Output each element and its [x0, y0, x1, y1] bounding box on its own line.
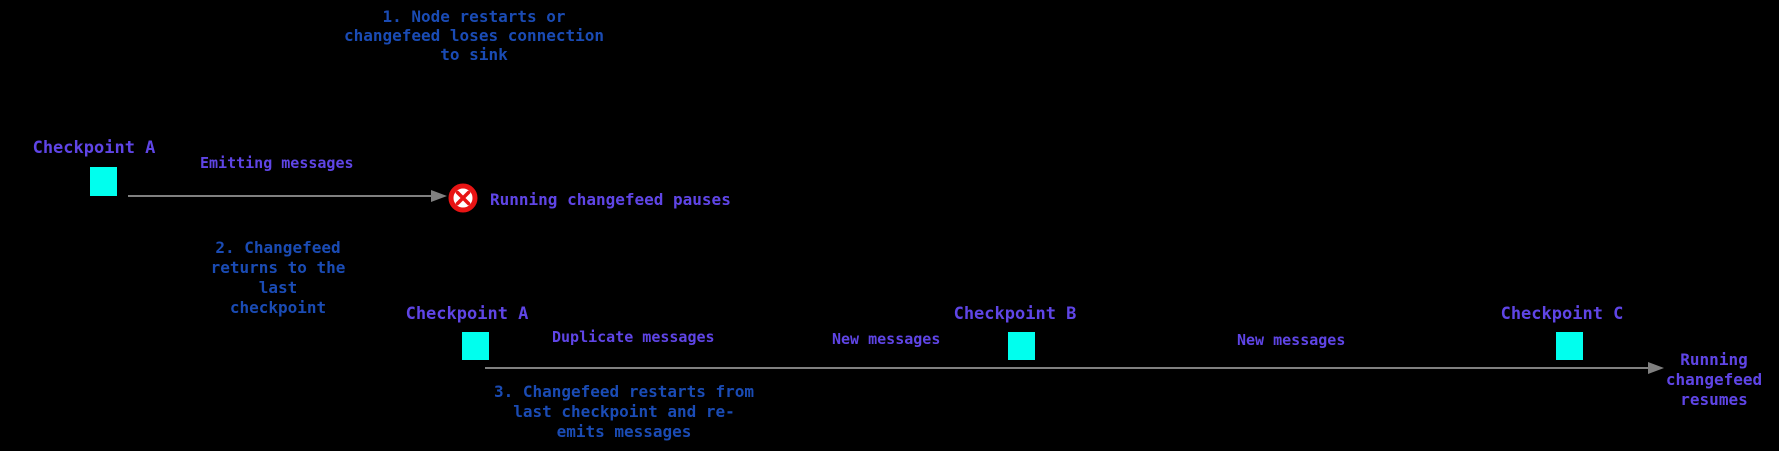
- timeline1-arrow-line: [128, 195, 433, 197]
- duplicate-messages-label: Duplicate messages: [552, 328, 715, 346]
- timeline1-arrowhead-icon: [431, 190, 447, 202]
- checkpoint-b-marker: [1008, 332, 1035, 360]
- checkpoint-a-label-timeline2: Checkpoint A: [405, 304, 529, 324]
- checkpoint-c-label: Checkpoint C: [1500, 304, 1624, 324]
- new-messages-label-1: New messages: [832, 330, 941, 348]
- step1-annotation: 1. Node restarts or changefeed loses con…: [343, 7, 605, 64]
- step2-annotation: 2. Changefeed returns to the last checkp…: [210, 238, 346, 317]
- checkpoint-a-marker-timeline1: [90, 167, 117, 196]
- checkpoint-b-label: Checkpoint B: [953, 304, 1077, 324]
- new-messages-label-2: New messages: [1237, 331, 1346, 349]
- running-changefeed-pauses-label: Running changefeed pauses: [490, 190, 731, 209]
- step3-annotation: 3. Changefeed restarts from last checkpo…: [493, 382, 755, 441]
- checkpoint-c-marker: [1556, 332, 1583, 360]
- checkpoint-a-label-timeline1: Checkpoint A: [32, 138, 156, 158]
- checkpoint-a-marker-timeline2: [462, 332, 489, 360]
- circle-x-icon: [448, 183, 478, 213]
- emitting-messages-label: Emitting messages: [200, 154, 354, 172]
- timeline2-arrow-line: [485, 367, 1648, 369]
- running-changefeed-resumes-label: Running changefeed resumes: [1665, 350, 1763, 409]
- timeline2-arrowhead-icon: [1648, 362, 1664, 374]
